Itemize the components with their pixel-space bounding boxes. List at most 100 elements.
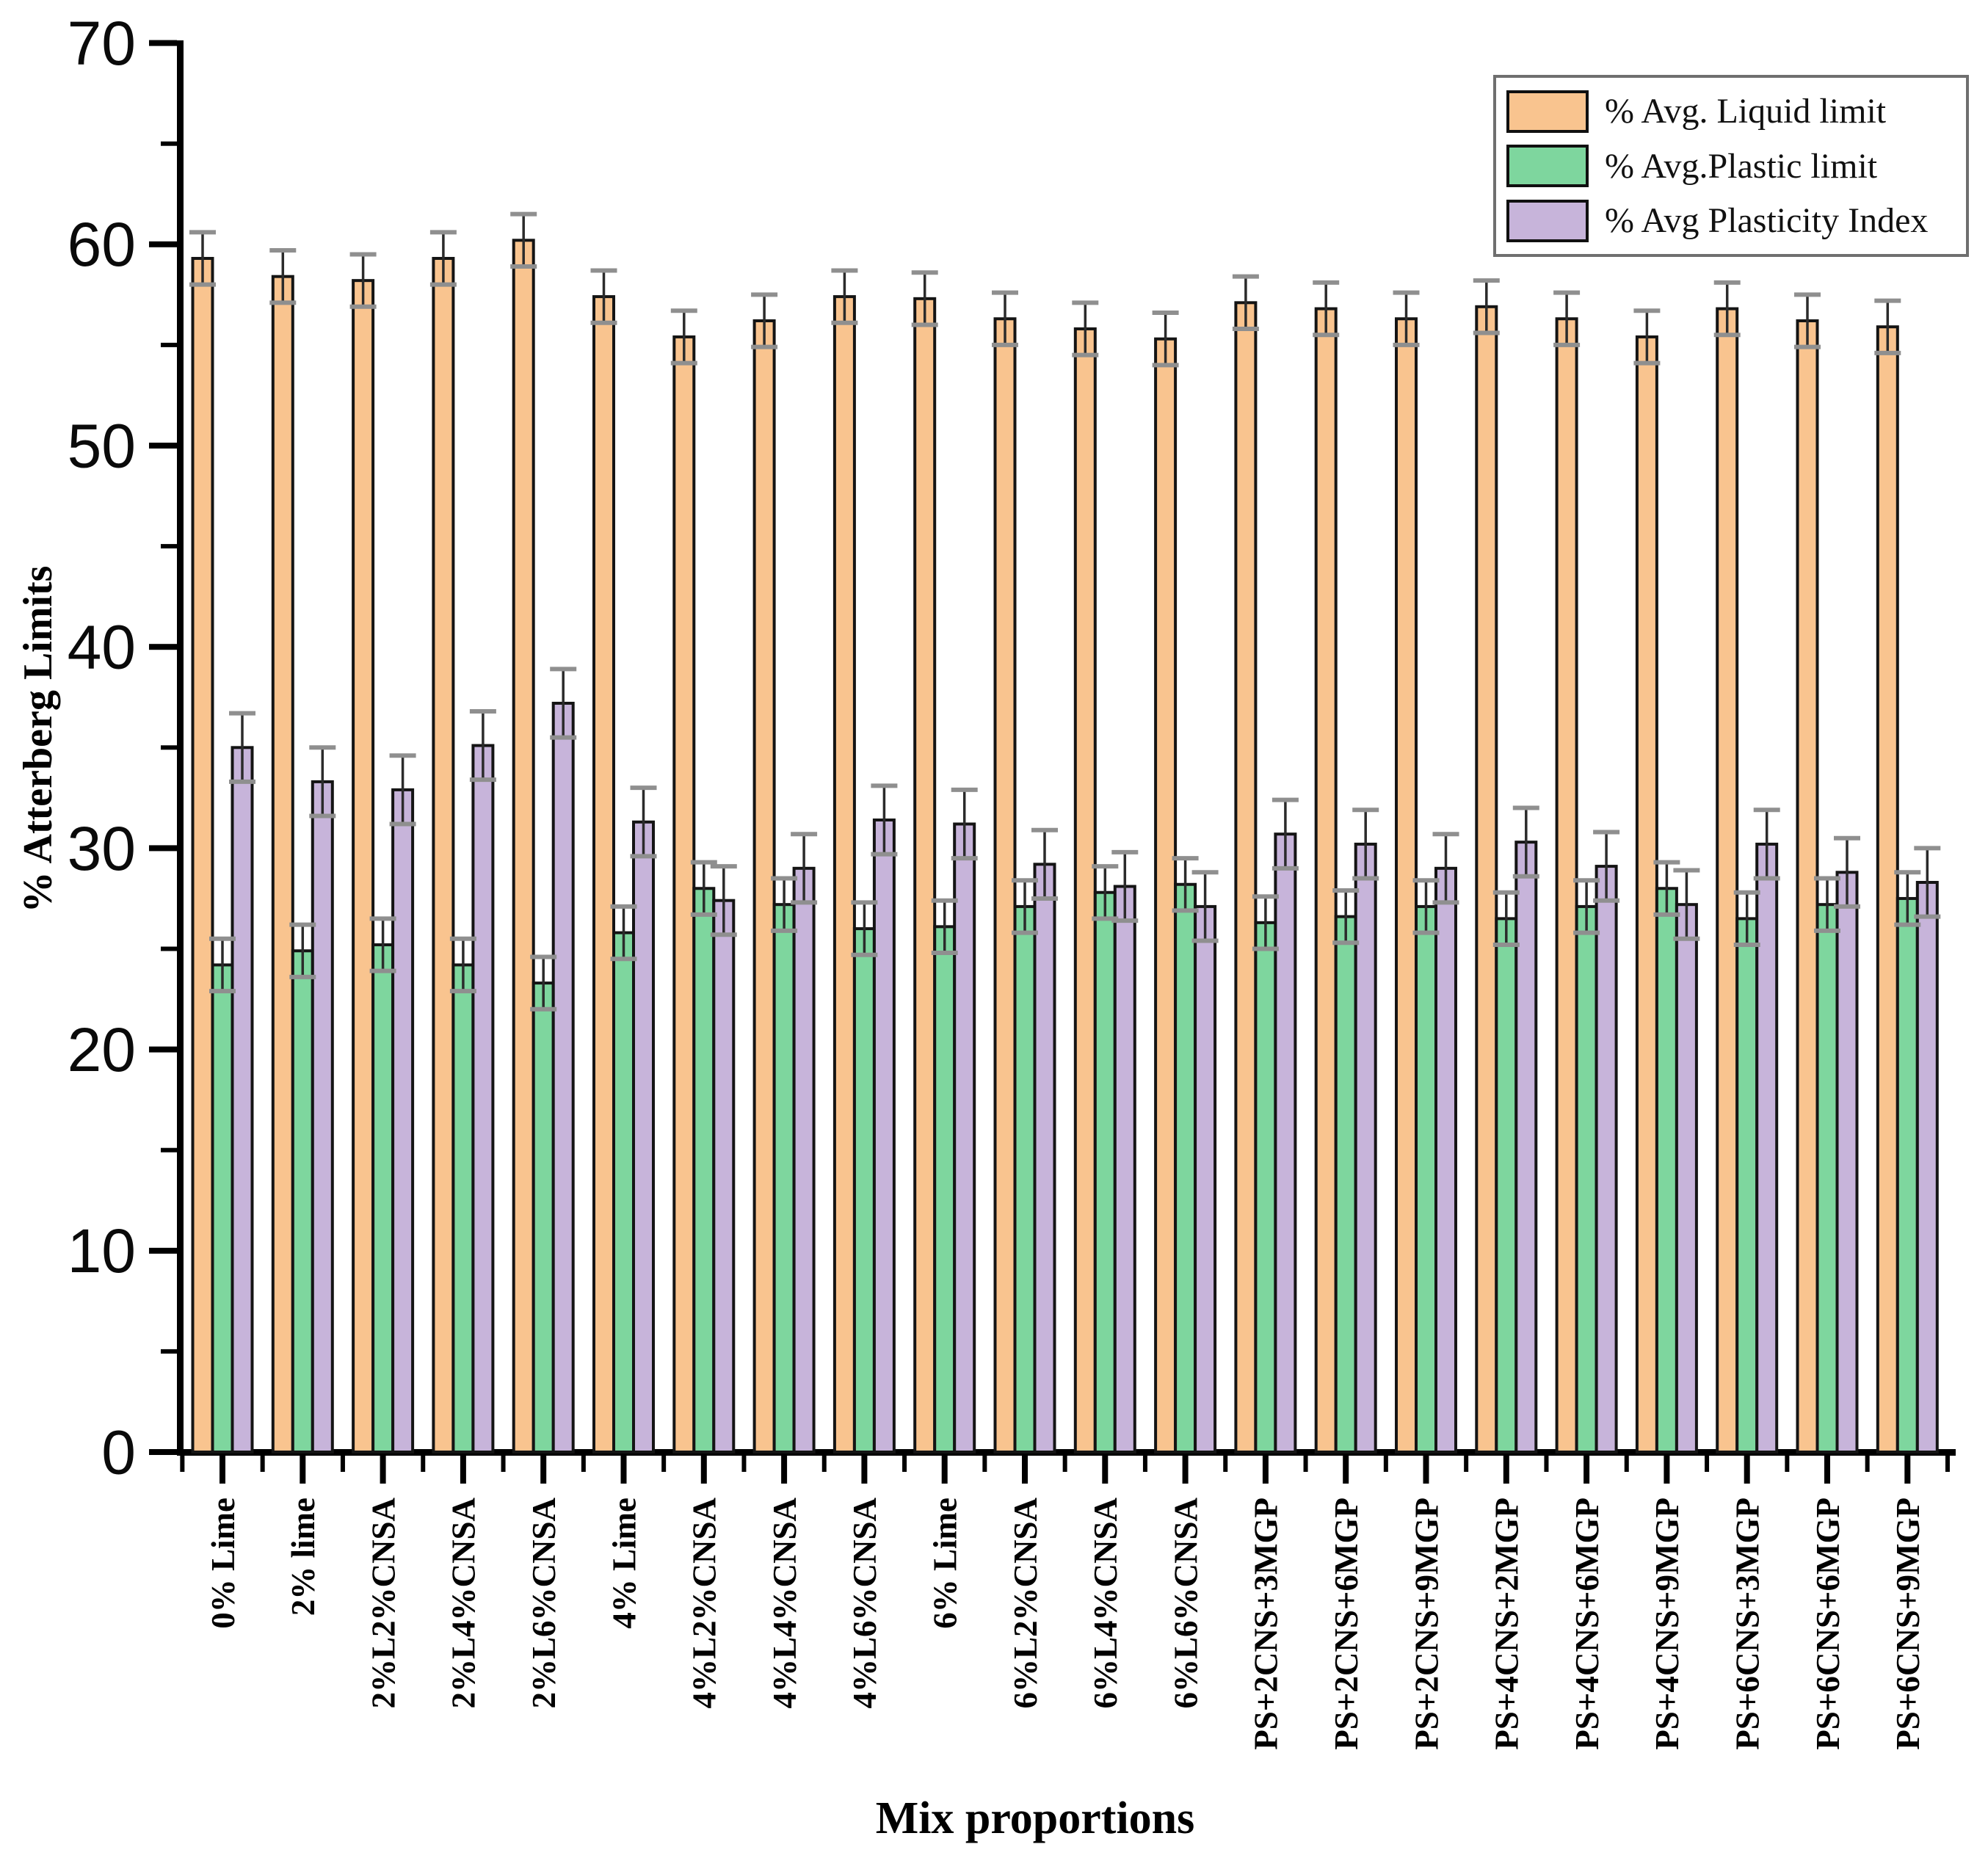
- x-tick-label-6: 4%L2%CNSA: [686, 1498, 723, 1709]
- bar-plasticity-index-0: [231, 746, 254, 1454]
- x-major-tick: [1182, 1456, 1189, 1484]
- x-minor-tick: [1865, 1456, 1870, 1472]
- x-minor-tick: [1383, 1456, 1388, 1472]
- bar-liquid-limit-14: [1314, 307, 1338, 1454]
- x-major-tick: [861, 1456, 868, 1484]
- bar-plasticity-index-1: [311, 780, 334, 1454]
- bar-liquid-limit-16: [1475, 305, 1498, 1454]
- bar-plastic-limit-3: [451, 963, 475, 1454]
- x-major-tick: [380, 1456, 386, 1484]
- x-tick-label-8: 4%L6%CNSA: [846, 1498, 883, 1709]
- bar-liquid-limit-12: [1154, 337, 1178, 1454]
- x-tick-label-14: PS+2CNS+6MGP: [1328, 1498, 1365, 1750]
- x-major-tick: [1022, 1456, 1028, 1484]
- y-major-tick: [149, 1046, 177, 1053]
- bar-plasticity-index-20: [1835, 871, 1859, 1454]
- x-tick-label-17: PS+4CNS+6MGP: [1569, 1498, 1606, 1750]
- y-major-tick: [149, 443, 177, 449]
- x-minor-tick: [741, 1456, 747, 1472]
- x-minor-tick: [1544, 1456, 1549, 1472]
- legend: % Avg. Liquid limit % Avg.Plastic limit …: [1493, 75, 1969, 257]
- bar-plastic-limit-13: [1254, 921, 1277, 1454]
- y-minor-tick: [161, 544, 177, 549]
- x-tick-label-11: 6%L4%CNSA: [1087, 1498, 1124, 1709]
- bar-plastic-limit-14: [1334, 915, 1357, 1454]
- x-major-tick: [700, 1456, 707, 1484]
- y-tick-label-10: 10: [68, 1216, 136, 1285]
- bar-liquid-limit-11: [1073, 327, 1097, 1454]
- bar-plastic-limit-17: [1575, 904, 1598, 1454]
- x-minor-tick: [501, 1456, 506, 1472]
- x-minor-tick: [1303, 1456, 1308, 1472]
- x-minor-tick: [821, 1456, 827, 1472]
- x-tick-label-7: 4%L4%CNSA: [766, 1498, 803, 1709]
- x-minor-tick: [1142, 1456, 1147, 1472]
- y-tick-label-0: 0: [101, 1418, 136, 1487]
- y-major-tick: [149, 241, 177, 247]
- bar-liquid-limit-10: [993, 317, 1017, 1454]
- bar-liquid-limit-6: [672, 335, 696, 1454]
- y-minor-tick: [161, 342, 177, 347]
- y-tick-label-60: 60: [68, 210, 136, 279]
- x-minor-tick: [180, 1456, 185, 1472]
- bar-liquid-limit-3: [432, 256, 455, 1454]
- bar-liquid-limit-2: [352, 279, 375, 1454]
- x-minor-tick: [1624, 1456, 1629, 1472]
- bar-plasticity-index-13: [1274, 832, 1297, 1454]
- bar-liquid-limit-8: [832, 295, 856, 1454]
- x-major-tick: [941, 1456, 948, 1484]
- bar-plasticity-index-5: [632, 820, 655, 1454]
- bar-plasticity-index-2: [391, 788, 415, 1454]
- bar-plasticity-index-12: [1194, 904, 1217, 1454]
- y-tick-label-40: 40: [68, 613, 136, 682]
- x-tick-label-0: 0% Lime: [205, 1498, 242, 1629]
- y-major-tick: [149, 1247, 177, 1254]
- x-tick-label-2: 2%L2%CNSA: [365, 1498, 402, 1709]
- x-major-tick: [1583, 1456, 1590, 1484]
- y-minor-tick: [161, 1349, 177, 1354]
- x-tick-label-9: 6% Lime: [926, 1498, 963, 1629]
- x-tick-label-19: PS+6CNS+3MGP: [1729, 1498, 1766, 1750]
- y-minor-tick: [161, 946, 177, 951]
- legend-label-liquid-limit: % Avg. Liquid limit: [1605, 92, 1887, 131]
- x-major-tick: [620, 1456, 627, 1484]
- x-tick-label-15: PS+2CNS+9MGP: [1408, 1498, 1445, 1750]
- bar-plasticity-index-17: [1595, 865, 1618, 1454]
- x-major-tick: [1904, 1456, 1911, 1484]
- x-major-tick: [1102, 1456, 1109, 1484]
- bar-plasticity-index-19: [1755, 842, 1779, 1454]
- x-axis-title: Mix proportions: [875, 1793, 1195, 1843]
- bar-liquid-limit-7: [752, 319, 776, 1454]
- bar-plastic-limit-19: [1735, 917, 1759, 1454]
- x-tick-label-5: 4% Lime: [606, 1498, 642, 1629]
- bar-liquid-limit-5: [592, 295, 615, 1454]
- bar-plasticity-index-6: [712, 899, 736, 1454]
- legend-item-plastic-limit: % Avg.Plastic limit: [1506, 145, 1966, 187]
- bar-plasticity-index-14: [1354, 842, 1377, 1454]
- bar-plastic-limit-5: [612, 931, 635, 1454]
- bar-liquid-limit-17: [1555, 317, 1578, 1454]
- x-major-tick: [1664, 1456, 1670, 1484]
- y-major-tick: [149, 40, 177, 46]
- bar-plastic-limit-15: [1415, 904, 1437, 1454]
- x-minor-tick: [340, 1456, 345, 1472]
- x-minor-tick: [421, 1456, 426, 1472]
- bar-plastic-limit-21: [1896, 896, 1919, 1454]
- x-major-tick: [220, 1456, 225, 1484]
- bar-plastic-limit-6: [692, 887, 716, 1454]
- bar-liquid-limit-13: [1234, 301, 1258, 1454]
- bar-plasticity-index-3: [471, 744, 495, 1454]
- y-tick-label-70: 70: [68, 9, 136, 78]
- x-tick-label-4: 2%L6%CNSA: [526, 1498, 562, 1709]
- y-axis-title: % Atterberg Limits: [15, 565, 61, 913]
- bar-plastic-limit-12: [1174, 882, 1197, 1454]
- bar-plastic-limit-1: [291, 949, 314, 1454]
- bar-plasticity-index-8: [872, 819, 896, 1454]
- bar-plasticity-index-10: [1033, 863, 1056, 1454]
- x-minor-tick: [902, 1456, 907, 1472]
- bar-plastic-limit-2: [371, 943, 395, 1454]
- x-tick-label-20: PS+6CNS+6MGP: [1810, 1498, 1846, 1750]
- bar-plasticity-index-21: [1915, 881, 1939, 1454]
